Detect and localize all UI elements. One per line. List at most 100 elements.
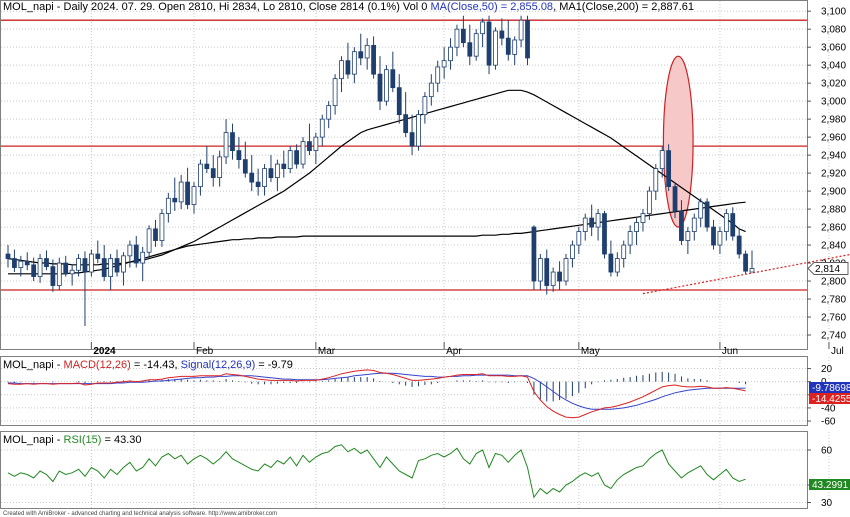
candle-body (217, 156, 223, 178)
price-y-axis: 3,100 3,080 3,060 3,040 3,020 3,000 2,980 2,960… (807, 7, 846, 342)
candle-body (114, 258, 120, 273)
candle-body (640, 213, 646, 223)
price-y-tick-label: 2,880 (821, 205, 846, 216)
candle-body (185, 181, 190, 205)
candle-body (332, 78, 338, 107)
candle-body (307, 141, 312, 152)
macd-value-tag (809, 393, 850, 404)
candle-body (178, 181, 184, 203)
rsi-legend: RSI(15) (64, 434, 102, 446)
price-y-tick-label: 2,760 (821, 313, 846, 324)
candle-body (236, 150, 242, 161)
candle-body (582, 217, 588, 232)
price-y-tick-label: 2,980 (821, 115, 846, 126)
candle-body (730, 213, 736, 237)
candle-body (210, 168, 216, 178)
macd-y-tick-label: -60 (821, 417, 836, 428)
candle-body (18, 260, 24, 268)
candle-body (428, 82, 434, 98)
macd-histogram (7, 371, 747, 402)
macd-caption: MOL_napi - MACD(12,26) = -14.43, Signal(… (3, 359, 293, 371)
ellipse-shape (662, 55, 694, 228)
ma50-legend: MA(Close,50) = 2,855.08 (430, 1, 553, 13)
footer-credit: Created with AmiBroker - advanced charti… (3, 511, 277, 517)
candle-body (133, 244, 139, 264)
candle-body (319, 118, 325, 138)
candle-body (351, 51, 357, 75)
candle-body (268, 168, 274, 178)
price-y-tick-label: 2,860 (821, 223, 846, 234)
price-pane-frame (0, 0, 808, 350)
price-y-tick-label: 2,900 (821, 187, 846, 198)
candle-body (409, 132, 415, 147)
last-price-marker: 2,814 (807, 262, 849, 275)
price-y-tick-label: 2,920 (821, 169, 846, 180)
candle-body (493, 30, 498, 66)
candle-body (44, 258, 49, 268)
candle-body (518, 19, 524, 41)
rsi-line (7, 444, 746, 499)
price-title: MOL_napi - Daily 2024. 07. 29. Open 2810… (3, 1, 427, 13)
rsi-pane: 604030 43.2991 MOL_napi - RSI(15) = 43.3… (0, 431, 850, 509)
macd-grid (1, 368, 807, 422)
candle-body (512, 39, 518, 55)
candle-body (486, 21, 492, 66)
candle-body (621, 244, 627, 259)
candle-body (608, 253, 614, 273)
rsi-value-label: 43.2991 (812, 480, 849, 491)
candle-body (82, 258, 88, 273)
candle-body (646, 190, 652, 214)
price-y-tick-label: 2,780 (821, 295, 846, 306)
candle-body (499, 30, 505, 39)
candle-body (537, 258, 543, 282)
month-label: Jun (722, 346, 738, 357)
month-label: 2024 (93, 346, 116, 357)
candle-body (31, 264, 37, 277)
candle-body (287, 150, 293, 170)
candle-body (204, 163, 210, 170)
candle-body (63, 262, 69, 275)
candle-body (441, 60, 447, 68)
signal-legend: Signal(12,26,9) (181, 359, 256, 371)
dotted-trendline (642, 253, 850, 295)
candle-body (12, 258, 17, 268)
candle-body (159, 213, 165, 241)
candle-body (685, 231, 691, 241)
candle-body (364, 44, 370, 59)
candle-body (294, 150, 300, 165)
candle-body (281, 163, 287, 170)
candle-body (563, 258, 569, 282)
candlesticks (5, 15, 755, 327)
candle-body (230, 132, 235, 152)
candle-body (403, 114, 409, 134)
candle-body (242, 159, 248, 174)
candle-body (249, 172, 255, 183)
month-label: Jul (831, 346, 844, 357)
candle-body (108, 258, 114, 277)
candle-body (691, 217, 697, 232)
macd-pane-frame (0, 356, 808, 426)
candle-body (614, 258, 620, 273)
rsi-caption: MOL_napi - RSI(15) = 43.30 (3, 434, 142, 446)
ma50-line (7, 89, 746, 266)
candle-body (672, 186, 678, 212)
candle-body (704, 201, 710, 228)
month-label: Apr (446, 346, 462, 357)
candle-body (666, 150, 672, 187)
candle-body (300, 141, 306, 165)
price-y-tick-label: 2,740 (821, 331, 846, 342)
candle-body (191, 186, 197, 205)
price-y-tick-label: 2,960 (821, 133, 846, 144)
candle-body (576, 231, 582, 246)
price-y-tick-label: 2,800 (821, 277, 846, 288)
candle-body (505, 37, 511, 55)
rsi-grid (1, 449, 807, 503)
candle-body (743, 253, 748, 272)
candle-body (749, 268, 755, 273)
candle-body (448, 46, 453, 62)
price-y-tick-label: 3,000 (821, 97, 846, 108)
candle-body (101, 258, 107, 277)
signal-value-tag (809, 382, 850, 393)
macd-line (7, 369, 746, 419)
candle-body (544, 258, 550, 286)
